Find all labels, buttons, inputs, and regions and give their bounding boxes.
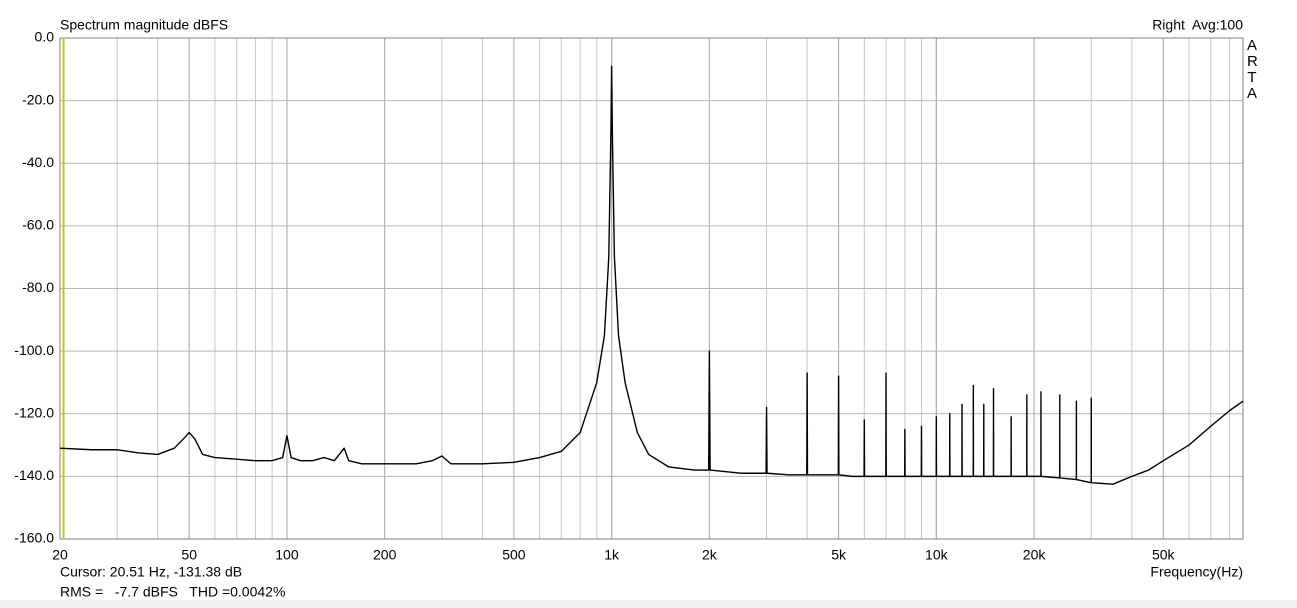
spectrum-line	[59, 65, 1244, 485]
x-tick-label: 1k	[604, 547, 620, 563]
y-tick-label: -140.0	[14, 467, 54, 483]
x-tick-label: 500	[502, 547, 526, 563]
x-tick-label: 20k	[1023, 547, 1047, 563]
y-tick-label: -20.0	[22, 91, 54, 107]
x-axis-label: Frequency(Hz)	[1150, 564, 1243, 580]
side-label: ARTA	[1247, 37, 1258, 102]
rms-readout: RMS = -7.7 dBFS THD =0.0042%	[60, 584, 285, 600]
cursor-readout: Cursor: 20.51 Hz, -131.38 dB	[60, 564, 242, 580]
x-tick-label: 50	[181, 547, 197, 563]
plot-frame	[59, 37, 1244, 540]
y-tick-label: -120.0	[14, 404, 54, 420]
x-tick-label: 100	[275, 547, 299, 563]
x-tick-label: 200	[373, 547, 397, 563]
y-tick-label: -40.0	[22, 154, 54, 170]
x-tick-label: 10k	[925, 547, 949, 563]
y-tick-label: -100.0	[14, 342, 54, 358]
chart-title: Spectrum magnitude dBFS	[60, 17, 228, 33]
channel-label: Right Avg:100	[1152, 17, 1243, 33]
x-tick-label: 20	[52, 547, 68, 563]
x-tick-label: 50k	[1152, 547, 1176, 563]
y-tick-label: 0.0	[35, 29, 55, 45]
x-tick-label: 5k	[831, 547, 847, 563]
status-strip	[0, 600, 1297, 608]
x-tick-label: 2k	[702, 547, 718, 563]
y-tick-label: -60.0	[22, 217, 54, 233]
y-tick-label: -160.0	[14, 530, 54, 546]
y-tick-label: -80.0	[22, 279, 54, 295]
